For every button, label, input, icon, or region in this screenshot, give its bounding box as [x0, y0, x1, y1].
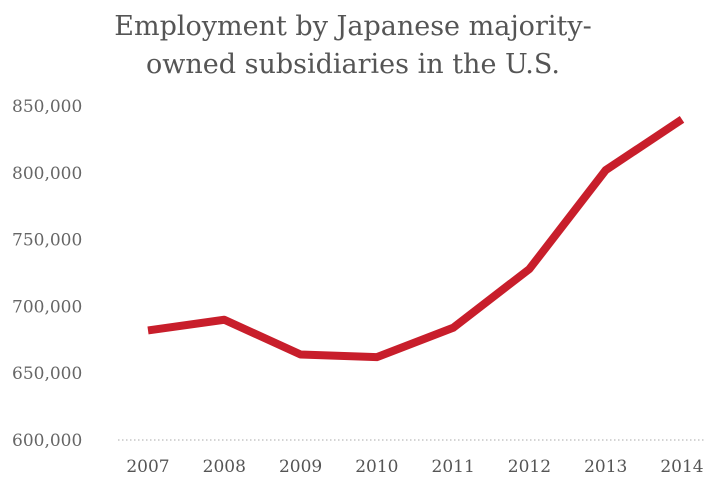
y-tick-label: 800,000: [12, 164, 82, 184]
x-tick-label: 2012: [508, 457, 551, 477]
chart-title-line-1: Employment by Japanese majority-: [114, 11, 592, 42]
y-tick-label: 650,000: [12, 364, 82, 384]
y-tick-label: 750,000: [12, 231, 82, 251]
y-tick-label: 850,000: [12, 97, 82, 117]
x-tick-label: 2007: [126, 457, 169, 477]
x-tick-label: 2013: [584, 457, 627, 477]
y-tick-label: 700,000: [12, 297, 82, 317]
x-tick-label: 2010: [355, 457, 398, 477]
x-tick-label: 2009: [279, 457, 322, 477]
x-tick-label: 2008: [203, 457, 246, 477]
x-tick-label: 2014: [660, 457, 703, 477]
x-tick-label: 2011: [432, 457, 475, 477]
chart-title-line-2: owned subsidiaries in the U.S.: [146, 49, 560, 80]
y-tick-label: 600,000: [12, 431, 82, 451]
chart-title: Employment by Japanese majority- owned s…: [0, 8, 706, 84]
series-line: [147, 116, 685, 362]
